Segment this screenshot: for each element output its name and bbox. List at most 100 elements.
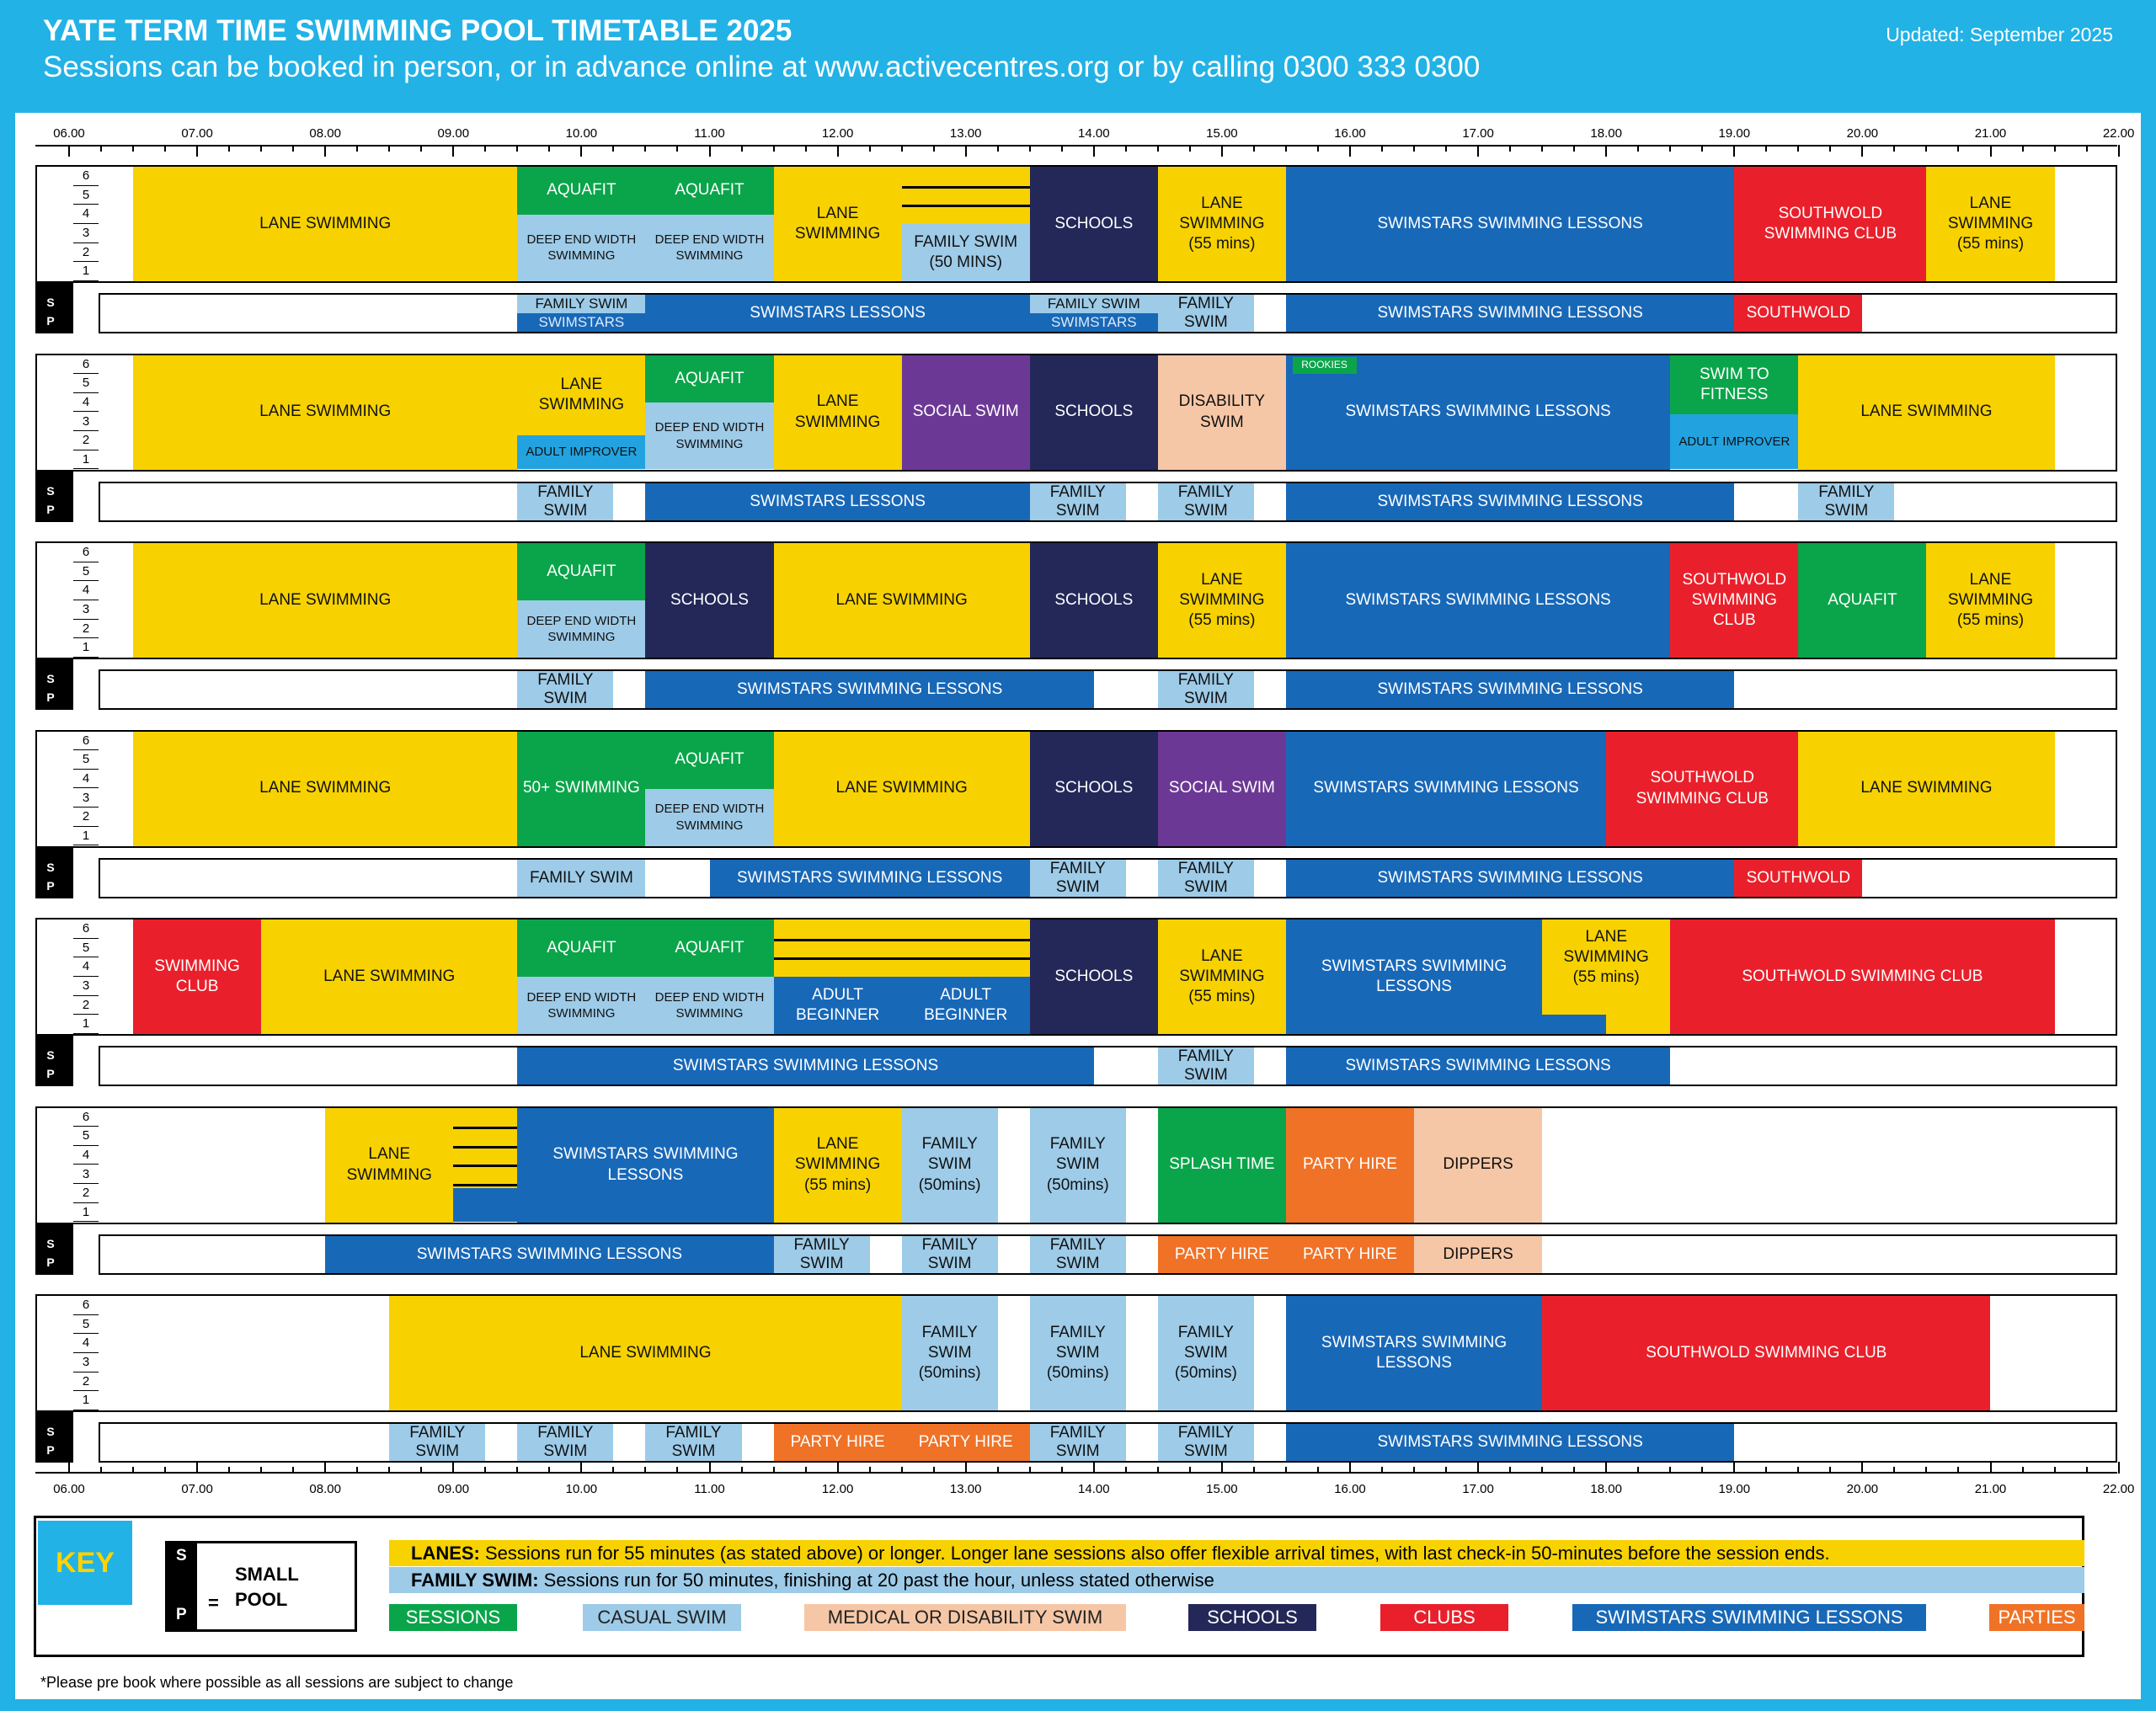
friday-small-pool-block[interactable]: SWIMSTARS SWIMMING LESSONS: [517, 1047, 1094, 1085]
tuesday-session-block[interactable]: ADULT IMPROVER: [517, 434, 646, 470]
wednesday-small-pool-block[interactable]: FAMILY SWIM: [517, 671, 614, 708]
tuesday-session-block[interactable]: LANE SWIMMING: [773, 354, 902, 470]
saturday-session-block[interactable]: SWIMSTARS SWIMMING LESSONS: [517, 1107, 774, 1223]
monday-small-pool-block[interactable]: SWIMSTARS: [1029, 313, 1158, 332]
tuesday-small-pool-block[interactable]: FAMILY SWIM: [517, 482, 614, 520]
friday-session-block[interactable]: LANE SWIMMING: [261, 919, 518, 1034]
thursday-session-block[interactable]: SOUTHWOLD SWIMMING CLUB: [1606, 731, 1799, 846]
monday-small-pool-block[interactable]: FAMILY SWIM: [1029, 295, 1158, 313]
sunday-small-pool-block[interactable]: FAMILY SWIM: [517, 1424, 614, 1461]
saturday-session-block[interactable]: FAMILY SWIM (50mins): [901, 1107, 998, 1223]
thursday-session-block[interactable]: LANE SWIMMING: [133, 731, 518, 846]
monday-session-block[interactable]: LANE SWIMMING (55 mins): [1926, 167, 2055, 281]
sunday-small-pool-block[interactable]: FAMILY SWIM: [1157, 1424, 1254, 1461]
thursday-small-pool-block[interactable]: FAMILY SWIM: [1157, 859, 1254, 897]
wednesday-session-block[interactable]: SOUTHWOLD SWIMMING CLUB: [1670, 543, 1799, 658]
friday-session-block[interactable]: [773, 919, 1030, 977]
thursday-small-pool-block[interactable]: FAMILY SWIM: [517, 859, 646, 897]
monday-small-pool-block[interactable]: SWIMSTARS LESSONS: [645, 295, 1030, 332]
wednesday-small-pool-block[interactable]: FAMILY SWIM: [1157, 671, 1254, 708]
friday-session-block[interactable]: SCHOOLS: [1029, 919, 1158, 1034]
sunday-session-block[interactable]: LANE SWIMMING: [389, 1296, 902, 1410]
sunday-session-block[interactable]: SOUTHWOLD SWIMMING CLUB: [1542, 1296, 1991, 1410]
saturday-session-block[interactable]: DIPPERS: [1414, 1107, 1543, 1223]
sunday-small-pool-block[interactable]: FAMILY SWIM: [645, 1424, 742, 1461]
saturday-session-block[interactable]: FAMILY SWIM (50mins): [1029, 1107, 1126, 1223]
monday-session-block[interactable]: AQUAFIT: [517, 167, 646, 215]
friday-small-pool-block[interactable]: FAMILY SWIM: [1157, 1047, 1254, 1085]
wednesday-session-block[interactable]: LANE SWIMMING (55 mins): [1926, 543, 2055, 658]
thursday-session-block[interactable]: DEEP END WIDTH SWIMMING: [645, 788, 774, 846]
monday-small-pool-block[interactable]: SWIMSTARS SWIMMING LESSONS: [1285, 295, 1735, 332]
wednesday-session-block[interactable]: DEEP END WIDTH SWIMMING: [517, 600, 646, 658]
monday-session-block[interactable]: FAMILY SWIM (50 MINS): [901, 224, 1030, 281]
thursday-session-block[interactable]: SCHOOLS: [1029, 731, 1158, 846]
sunday-session-block[interactable]: SWIMSTARS SWIMMING LESSONS: [1285, 1296, 1543, 1410]
tuesday-session-block[interactable]: SWIM TO FITNESS: [1670, 354, 1799, 414]
monday-session-block[interactable]: AQUAFIT: [645, 167, 774, 215]
saturday-session-block[interactable]: [453, 1107, 518, 1188]
thursday-session-block[interactable]: SOCIAL SWIM: [1157, 731, 1286, 846]
tuesday-session-block[interactable]: DEEP END WIDTH SWIMMING: [645, 402, 774, 470]
monday-small-pool-block[interactable]: SOUTHWOLD: [1734, 295, 1863, 332]
saturday-small-pool-block[interactable]: PARTY HIRE: [1157, 1235, 1286, 1273]
tuesday-small-pool-block[interactable]: SWIMSTARS LESSONS: [645, 482, 1030, 520]
monday-session-block[interactable]: LANE SWIMMING (55 mins): [1157, 167, 1286, 281]
friday-session-block[interactable]: ADULT BEGINNER: [901, 977, 1030, 1034]
saturday-small-pool-block[interactable]: PARTY HIRE: [1285, 1235, 1415, 1273]
monday-small-pool-block[interactable]: SWIMSTARS: [517, 313, 646, 332]
wednesday-session-block[interactable]: SCHOOLS: [1029, 543, 1158, 658]
friday-session-block[interactable]: ADULT BEGINNER: [773, 977, 902, 1034]
wednesday-session-block[interactable]: AQUAFIT: [517, 543, 646, 600]
friday-session-block[interactable]: AQUAFIT: [645, 919, 774, 977]
saturday-small-pool-block[interactable]: FAMILY SWIM: [1029, 1235, 1126, 1273]
sunday-session-block[interactable]: FAMILY SWIM (50mins): [1029, 1296, 1126, 1410]
saturday-session-block[interactable]: LANE SWIMMING: [325, 1107, 454, 1223]
saturday-session-block[interactable]: [453, 1187, 518, 1223]
wednesday-small-pool-block[interactable]: SWIMSTARS SWIMMING LESSONS: [645, 671, 1094, 708]
friday-session-block[interactable]: AQUAFIT: [517, 919, 646, 977]
tuesday-session-block[interactable]: DISABILITY SWIM: [1157, 354, 1286, 470]
tuesday-session-block[interactable]: AQUAFIT: [645, 354, 774, 403]
saturday-session-block[interactable]: LANE SWIMMING (55 mins): [773, 1107, 902, 1223]
wednesday-small-pool-block[interactable]: SWIMSTARS SWIMMING LESSONS: [1285, 671, 1735, 708]
saturday-small-pool-block[interactable]: FAMILY SWIM: [901, 1235, 998, 1273]
tuesday-session-block[interactable]: ADULT IMPROVER: [1670, 413, 1799, 470]
friday-session-block[interactable]: LANE SWIMMING (55 mins): [1542, 919, 1671, 996]
friday-session-block[interactable]: [1542, 1015, 1607, 1034]
thursday-session-block[interactable]: LANE SWIMMING: [773, 731, 1030, 846]
friday-session-block[interactable]: DEEP END WIDTH SWIMMING: [517, 977, 646, 1034]
monday-small-pool-block[interactable]: FAMILY SWIM: [517, 295, 646, 313]
thursday-session-block[interactable]: AQUAFIT: [645, 731, 774, 789]
tuesday-small-pool-block[interactable]: FAMILY SWIM: [1029, 482, 1126, 520]
tuesday-session-block[interactable]: SOCIAL SWIM: [901, 354, 1030, 470]
monday-session-block[interactable]: [901, 167, 1030, 224]
monday-session-block[interactable]: LANE SWIMMING: [133, 167, 518, 281]
saturday-small-pool-block[interactable]: FAMILY SWIM: [773, 1235, 870, 1273]
wednesday-session-block[interactable]: SCHOOLS: [645, 543, 774, 658]
thursday-session-block[interactable]: SWIMSTARS SWIMMING LESSONS: [1285, 731, 1607, 846]
sunday-small-pool-block[interactable]: PARTY HIRE: [901, 1424, 1030, 1461]
thursday-session-block[interactable]: LANE SWIMMING: [1798, 731, 2055, 846]
wednesday-session-block[interactable]: LANE SWIMMING (55 mins): [1157, 543, 1286, 658]
sunday-small-pool-block[interactable]: FAMILY SWIM: [1029, 1424, 1126, 1461]
sunday-small-pool-block[interactable]: PARTY HIRE: [773, 1424, 902, 1461]
friday-session-block[interactable]: SWIMSTARS SWIMMING LESSONS: [1285, 919, 1543, 1034]
monday-session-block[interactable]: DEEP END WIDTH SWIMMING: [645, 214, 774, 281]
friday-session-block[interactable]: LANE SWIMMING (55 mins): [1157, 919, 1286, 1034]
monday-session-block[interactable]: SCHOOLS: [1029, 167, 1158, 281]
saturday-session-block[interactable]: PARTY HIRE: [1285, 1107, 1415, 1223]
tuesday-small-pool-block[interactable]: SWIMSTARS SWIMMING LESSONS: [1285, 482, 1735, 520]
friday-small-pool-block[interactable]: SWIMSTARS SWIMMING LESSONS: [1285, 1047, 1671, 1085]
wednesday-session-block[interactable]: SWIMSTARS SWIMMING LESSONS: [1285, 543, 1671, 658]
thursday-session-block[interactable]: 50+ SWIMMING: [517, 731, 646, 846]
sunday-small-pool-block[interactable]: FAMILY SWIM: [389, 1424, 486, 1461]
wednesday-session-block[interactable]: AQUAFIT: [1798, 543, 1927, 658]
monday-session-block[interactable]: DEEP END WIDTH SWIMMING: [517, 214, 646, 281]
saturday-small-pool-block[interactable]: SWIMSTARS SWIMMING LESSONS: [325, 1235, 774, 1273]
tuesday-session-block[interactable]: LANE SWIMMING: [1798, 354, 2055, 470]
saturday-small-pool-block[interactable]: DIPPERS: [1414, 1235, 1543, 1273]
wednesday-session-block[interactable]: LANE SWIMMING: [133, 543, 518, 658]
thursday-small-pool-block[interactable]: SOUTHWOLD: [1734, 859, 1863, 897]
tuesday-session-block[interactable]: SCHOOLS: [1029, 354, 1158, 470]
